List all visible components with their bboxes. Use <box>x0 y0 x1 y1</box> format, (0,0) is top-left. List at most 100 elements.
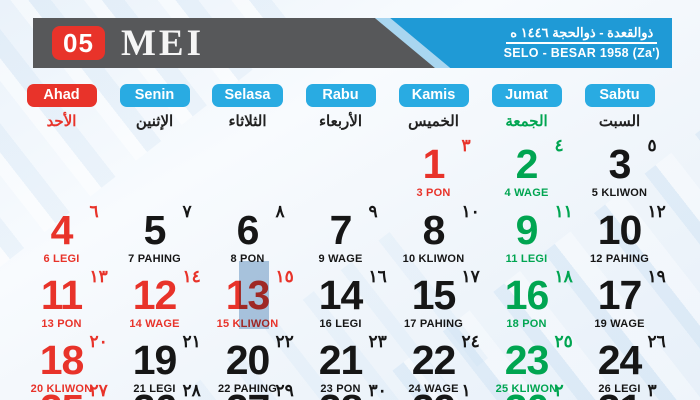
date-number: 9 <box>515 207 539 253</box>
date-cell-13: 13١٥15 KLIWON <box>201 261 294 330</box>
date-number: 29 <box>412 388 457 400</box>
hijri-date-number: ٣ <box>461 136 471 155</box>
javanese-pasaran-label: 26 LEGI <box>598 383 641 395</box>
date-cell-25: 25 ٢٧ <box>15 381 108 400</box>
date-number-group: 17 ١٩ <box>573 267 666 318</box>
date-number: 26 <box>133 388 178 400</box>
date-number: 10 <box>597 207 643 253</box>
month-name: MEI <box>121 23 204 64</box>
javanese-pasaran-label: 4 WAGE <box>504 187 549 199</box>
hijri-date-number: ٢٤ <box>461 332 480 351</box>
date-number-group: 12 ١٤ <box>108 267 201 318</box>
hijri-date-number: ١٩ <box>647 267 666 286</box>
day-name-arabic: السبت <box>598 113 641 130</box>
hijri-date-number: ٢١ <box>182 332 201 351</box>
javanese-pasaran-label: 6 LEGI <box>43 253 80 265</box>
day-name-pill: Sabtu <box>584 84 655 107</box>
hijri-date-number: ٢ <box>554 381 564 400</box>
javanese-pasaran-label: 11 LEGI <box>505 253 548 265</box>
day-name-arabic: الجمعة <box>505 113 548 130</box>
date-number-group: 16 ١٨ <box>480 267 573 317</box>
hijri-date-number: ٩ <box>368 202 378 221</box>
day-header-kamis: Kamis الخميس <box>387 84 480 132</box>
hijri-date-number: ٤ <box>554 136 564 155</box>
hijri-date-number: ٢٩ <box>275 381 294 400</box>
week-row-5: 25 ٢٧ 26 ٢٨ 27 ٢٩ 28 ٣٠ 29 ١ 30 ٢ 31 ٣ <box>15 381 666 400</box>
hijri-date-number: ٢٥ <box>554 332 573 351</box>
selection-highlight <box>239 261 270 329</box>
date-number-group: 23 ٢٥ <box>480 332 573 382</box>
month-number-badge: 05 <box>52 26 105 60</box>
date-number: 20 <box>225 337 271 383</box>
hijri-months-arabic: ذوالقعدة - ذوالحجة ١٤٤٦ ه <box>506 25 658 44</box>
hijri-date-number: ١٢ <box>647 202 666 221</box>
date-cell-26: 26 ٢٨ <box>108 381 201 400</box>
day-headers-row: Ahad الأحد Senin الإثنين Selasa الثلاثاء Rabu ا… <box>15 84 666 132</box>
hijri-date-number: ٢٦ <box>647 332 666 351</box>
date-number-group: 15 ١٧ <box>387 267 480 317</box>
hijri-date-number: ١٦ <box>368 267 387 286</box>
date-number: 17 <box>597 272 643 318</box>
hijri-date-number: ١١ <box>554 202 573 221</box>
date-number-group: 27 ٢٩ <box>201 381 294 400</box>
date-number: 27 <box>226 388 271 400</box>
hijri-date-number: ١٠ <box>461 202 480 221</box>
date-number-group: 18 ٢٠ <box>15 332 108 382</box>
date-number: 12 <box>132 272 178 318</box>
date-cell-29: 29 ١ <box>387 381 480 400</box>
hijri-date-number: ٧ <box>182 202 192 221</box>
day-header-selasa: Selasa الثلاثاء <box>201 84 294 132</box>
date-number-group: 29 ١ <box>387 381 480 400</box>
date-number: 1 <box>422 141 446 187</box>
date-cell-24: 24 ٢٦ 26 LEGI <box>573 332 666 395</box>
date-number-group: 28 ٣٠ <box>294 381 387 400</box>
javanese-pasaran-label: 7 PAHING <box>128 253 181 265</box>
day-name-pill: Selasa <box>211 84 284 107</box>
javanese-pasaran-label: 14 WAGE <box>129 318 180 330</box>
date-cell-27: 27 ٢٩ <box>201 381 294 400</box>
hijri-date-number: ١٤ <box>182 267 201 286</box>
date-number-group: 11 ١٣ <box>15 267 108 317</box>
month-header: 05 MEI ذوالقعدة - ذوالحجة ١٤٤٦ ه SELO - … <box>33 18 672 68</box>
hijri-date-number: ٦ <box>89 202 99 221</box>
javanese-pasaran-label: 25 KLIWON <box>495 383 558 395</box>
date-number: 28 <box>319 388 364 400</box>
date-number-group: 8 ١٠ <box>387 202 480 252</box>
date-number-group: 22 ٢٤ <box>387 332 480 383</box>
javanese-pasaran-label: 16 LEGI <box>319 318 362 330</box>
date-number-group: 9 ١١ <box>480 202 573 253</box>
hijri-date-number: ٣ <box>647 381 657 400</box>
date-cell-16: 16 ١٨ 18 PON <box>480 267 573 330</box>
day-name-pill: Senin <box>119 84 190 107</box>
day-name-arabic: الخميس <box>408 113 459 130</box>
date-number-group: 24 ٢٦ <box>573 332 666 382</box>
day-header-jumat: Jumat الجمعة <box>480 84 573 132</box>
hijri-date-number: ٢٣ <box>368 332 387 351</box>
hijri-date-number: ٢٧ <box>89 381 108 400</box>
javanese-pasaran-label: 3 PON <box>416 187 451 199</box>
day-name-pill: Ahad <box>26 84 97 107</box>
date-cell-10: 10 ١٢ 12 PAHING <box>573 202 666 265</box>
date-number: 22 <box>411 337 457 383</box>
day-name-arabic: الأربعاء <box>318 113 362 130</box>
date-number: 6 <box>236 207 260 253</box>
date-cell-14: 14 ١٦ 16 LEGI <box>294 267 387 330</box>
day-name-arabic: الثلاثاء <box>228 113 267 130</box>
date-cell-31: 31 ٣ <box>573 381 666 400</box>
date-number-group: 14 ١٦ <box>294 267 387 317</box>
hijri-date-number: ١٧ <box>461 267 480 286</box>
hijri-date-number: ٢٠ <box>89 332 108 351</box>
